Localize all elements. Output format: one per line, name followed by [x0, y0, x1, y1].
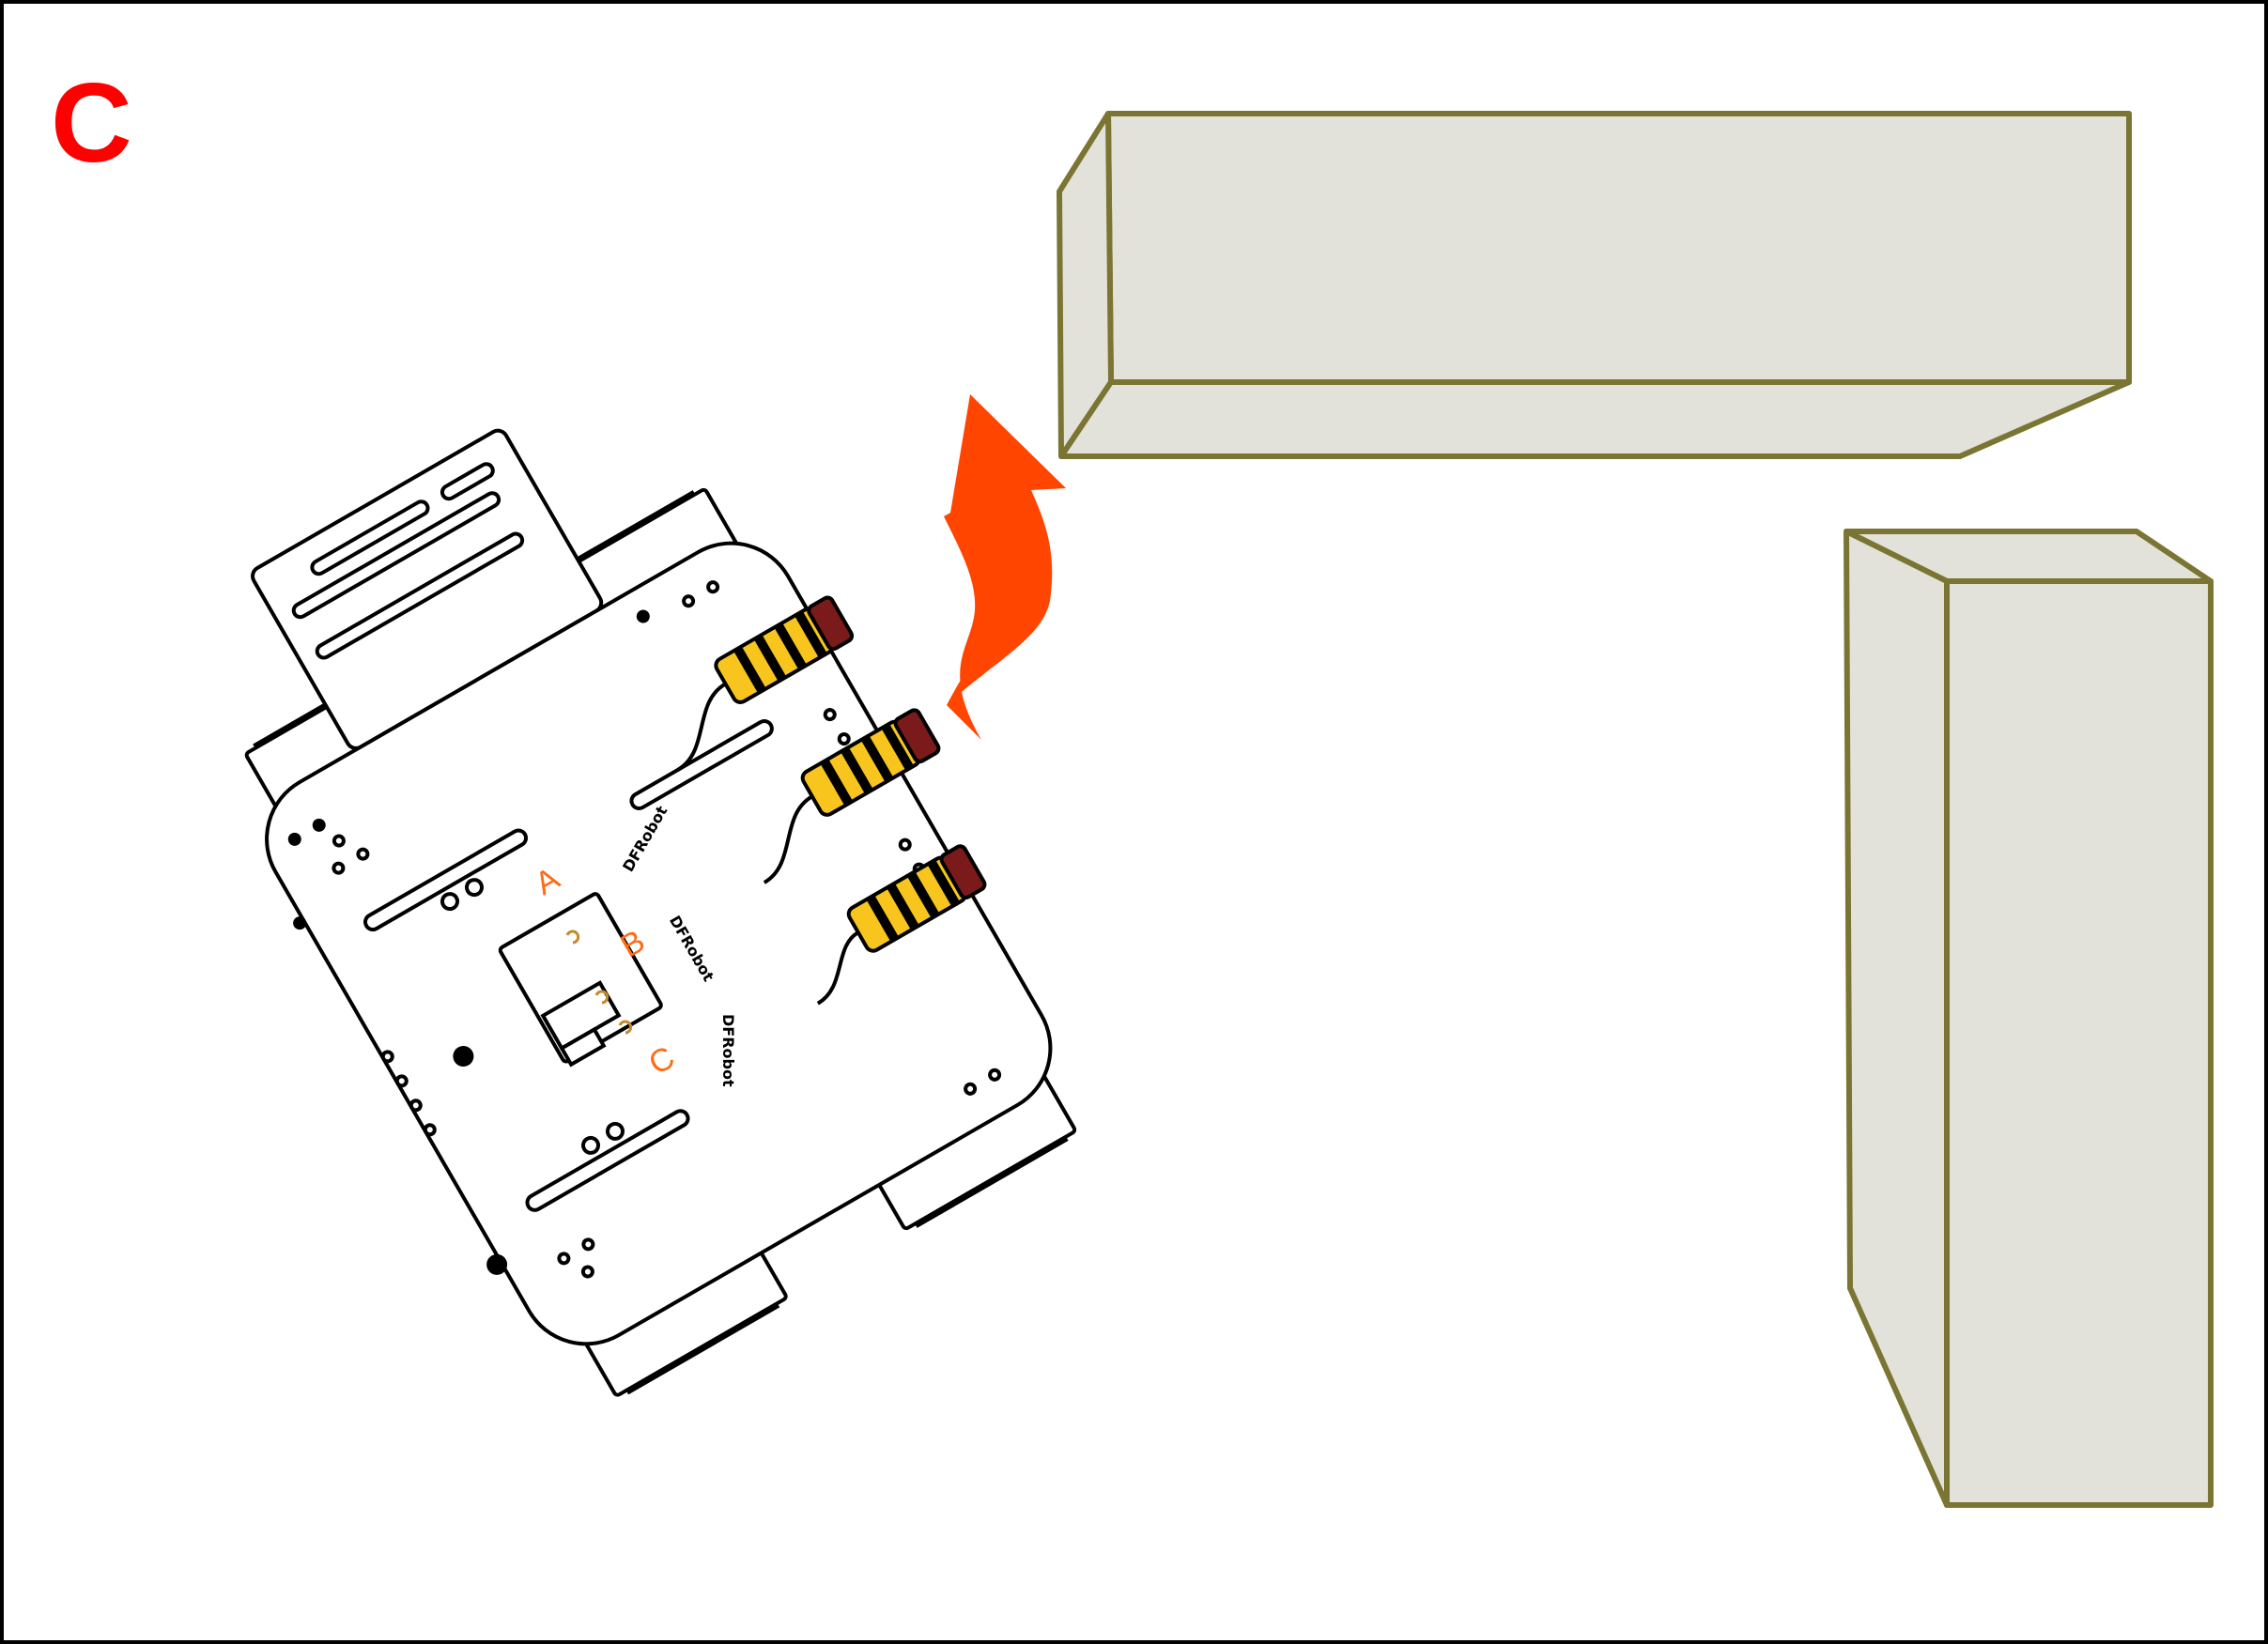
sensor-c [816, 844, 987, 1006]
mount-holes [287, 609, 650, 1275]
panel-label: C [51, 60, 132, 186]
wall-top [1057, 111, 2132, 459]
sensor-c-brand: DFRobot [719, 1014, 737, 1087]
sensor-a [676, 595, 855, 772]
sensor-b [763, 708, 941, 884]
turn-arrow [944, 394, 1066, 740]
connector-hooks [565, 930, 633, 1035]
robot [244, 428, 1077, 1397]
wall-right [1844, 529, 2214, 1508]
